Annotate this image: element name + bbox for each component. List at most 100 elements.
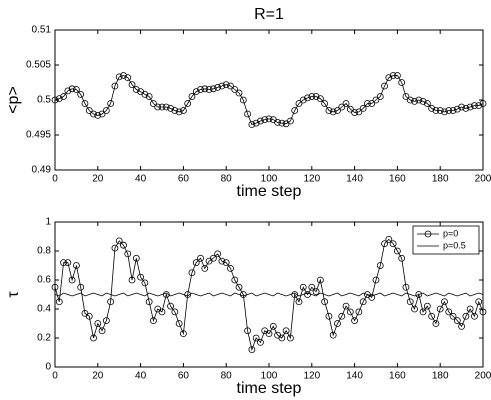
point: [77, 283, 85, 291]
y-tick-label: 0.51: [32, 25, 52, 36]
point: [145, 298, 153, 306]
point: [132, 86, 140, 93]
x-tick-label: 0: [52, 174, 58, 185]
point: [441, 298, 448, 306]
point: [257, 117, 264, 125]
x-axis-label: time step: [237, 380, 302, 397]
y-tick-label: 0.4: [37, 304, 51, 315]
point: [312, 288, 320, 296]
point: [184, 100, 192, 107]
x-tick-label: 120: [303, 174, 320, 185]
point: [81, 100, 89, 107]
x-tick-label: 80: [221, 371, 233, 382]
point: [419, 308, 427, 316]
point: [227, 264, 234, 272]
point: [205, 86, 213, 93]
legend-label: p=0: [443, 228, 458, 238]
point: [235, 283, 243, 291]
x-axis-label: time step: [237, 183, 302, 200]
point: [364, 100, 371, 107]
point: [107, 298, 115, 306]
point: [150, 100, 157, 107]
point: [428, 105, 436, 112]
series-line: [54, 75, 484, 125]
point: [261, 116, 269, 123]
point: [453, 317, 461, 325]
x-tick-label: 200: [475, 371, 491, 382]
point: [68, 85, 76, 93]
point: [179, 330, 187, 338]
point: [222, 81, 230, 88]
point: [197, 86, 204, 93]
point: [321, 100, 329, 107]
x-tick-label: 80: [221, 174, 233, 185]
point: [441, 108, 448, 116]
point: [111, 82, 119, 90]
point: [201, 264, 209, 272]
point: [329, 108, 337, 116]
point: [393, 72, 401, 79]
y-tick-label: 0.5: [37, 95, 51, 106]
point: [248, 121, 256, 128]
point: [282, 327, 290, 335]
point: [381, 82, 388, 90]
x-tick-label: 120: [303, 371, 320, 382]
point: [329, 331, 337, 339]
chart-title: R=1: [254, 6, 284, 23]
point: [231, 276, 239, 284]
x-tick-label: 40: [135, 371, 147, 382]
x-tick-label: 160: [389, 371, 406, 382]
point: [94, 112, 102, 119]
point: [98, 327, 106, 335]
point: [304, 94, 311, 102]
point: [162, 103, 170, 111]
point: [325, 312, 333, 320]
point: [141, 279, 149, 287]
x-tick-label: 140: [346, 174, 363, 185]
x-tick-label: 20: [92, 371, 104, 382]
point: [316, 276, 324, 284]
point: [291, 107, 299, 114]
point: [432, 320, 440, 327]
point: [458, 322, 466, 330]
point: [175, 108, 183, 116]
y-axis-label: <p>: [5, 86, 22, 114]
point: [73, 262, 80, 269]
point: [479, 308, 487, 316]
point: [346, 308, 354, 316]
point: [252, 119, 260, 127]
point: [171, 107, 179, 114]
point: [355, 308, 363, 316]
point: [107, 100, 115, 107]
point: [278, 119, 286, 127]
point: [342, 302, 350, 310]
point: [209, 254, 217, 262]
point: [471, 312, 478, 320]
point: [73, 86, 80, 93]
point: [475, 102, 483, 109]
y-tick-label: 0.8: [37, 246, 51, 257]
y-tick-label: 0.495: [26, 130, 51, 141]
point: [188, 269, 196, 277]
point: [188, 93, 196, 100]
point: [368, 100, 376, 107]
point: [432, 107, 440, 114]
point: [158, 103, 166, 111]
point: [351, 317, 359, 325]
point: [449, 312, 457, 320]
point: [150, 317, 157, 325]
point: [286, 117, 294, 125]
x-tick-label: 140: [346, 371, 363, 382]
point: [60, 259, 67, 267]
x-tick-label: 100: [261, 174, 278, 185]
legend-label: p=0.5: [443, 240, 466, 250]
point: [466, 103, 474, 111]
point: [389, 72, 397, 79]
point: [393, 247, 401, 255]
y-tick-label: 0.2: [37, 333, 51, 344]
point: [338, 312, 346, 320]
point: [411, 305, 418, 313]
point: [51, 283, 59, 291]
point: [458, 103, 466, 111]
